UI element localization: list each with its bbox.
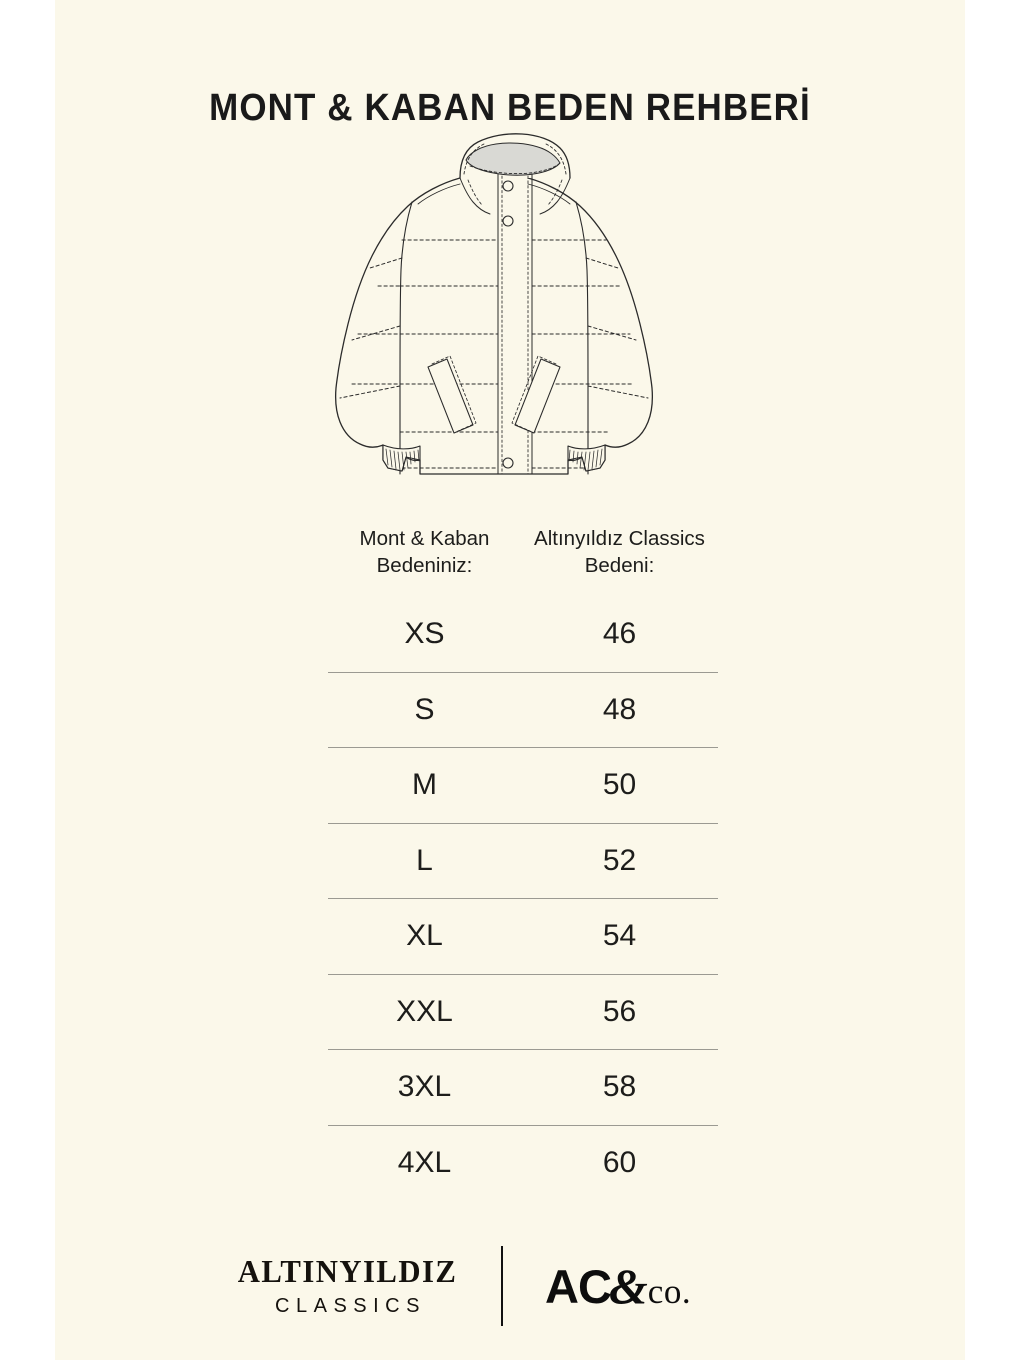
size-table-body: XS 46 S 48 M 50 L 52 XL 54 XXL 56 — [328, 597, 718, 1200]
table-row: XL 54 — [328, 899, 718, 975]
table-row: S 48 — [328, 673, 718, 749]
ampersand-glyph: & — [608, 1257, 648, 1314]
pocket-left — [427, 355, 477, 434]
table-row: L 52 — [328, 824, 718, 900]
table-row: XS 46 — [328, 597, 718, 673]
co-wordmark: co. — [647, 1271, 692, 1311]
table-row: XXL 56 — [328, 975, 718, 1051]
brand-divider — [501, 1245, 503, 1326]
cell-your-size: L — [416, 843, 433, 877]
ac-wordmark: AC — [545, 1259, 612, 1313]
table-row: 3XL 58 — [328, 1050, 718, 1126]
classics-wordmark: CLASSICS — [275, 1295, 426, 1317]
ac-and-co-logo: AC & co. — [537, 1261, 800, 1311]
cell-your-size: M — [412, 768, 437, 802]
pocket-right — [511, 355, 561, 434]
cell-brand-size: 54 — [602, 919, 637, 953]
cell-brand-size: 58 — [602, 1070, 637, 1104]
altinyildiz-wordmark: ALTINYILDIZ — [237, 1253, 458, 1289]
altinyildiz-classics-logo: ALTINYILDIZ CLASSICS — [220, 1255, 481, 1316]
size-table-header: Mont & Kaban Bedeniniz: Altınyıldız Clas… — [328, 525, 718, 597]
size-table: Mont & Kaban Bedeniniz: Altınyıldız Clas… — [328, 525, 718, 1200]
cell-your-size: XXL — [396, 994, 453, 1028]
cell-brand-size: 56 — [602, 994, 637, 1028]
footer-brand-bar: ALTINYILDIZ CLASSICS AC & co. — [55, 1238, 965, 1333]
cell-brand-size: 50 — [602, 768, 637, 802]
cell-brand-size: 52 — [602, 843, 637, 877]
cell-brand-size: 60 — [602, 1145, 637, 1179]
page-panel: MONT & KABAN BEDEN REHBERİ — [55, 0, 965, 1360]
table-row: M 50 — [328, 748, 718, 824]
cell-your-size: XS — [404, 617, 445, 651]
cell-your-size: S — [414, 692, 435, 726]
puffer-jacket-illustration — [310, 130, 710, 510]
column-header-your-size: Mont & Kaban Bedeniniz: — [359, 527, 490, 578]
cell-your-size: XL — [406, 919, 443, 953]
column-header-brand-size: Altınyıldız Classics Bedeni: — [534, 527, 705, 578]
cell-your-size: 4XL — [397, 1145, 452, 1179]
table-row: 4XL 60 — [328, 1126, 718, 1201]
page-title: MONT & KABAN BEDEN REHBERİ — [209, 87, 811, 130]
cell-brand-size: 46 — [602, 617, 637, 651]
cell-your-size: 3XL — [397, 1070, 452, 1104]
cell-brand-size: 48 — [602, 692, 637, 726]
